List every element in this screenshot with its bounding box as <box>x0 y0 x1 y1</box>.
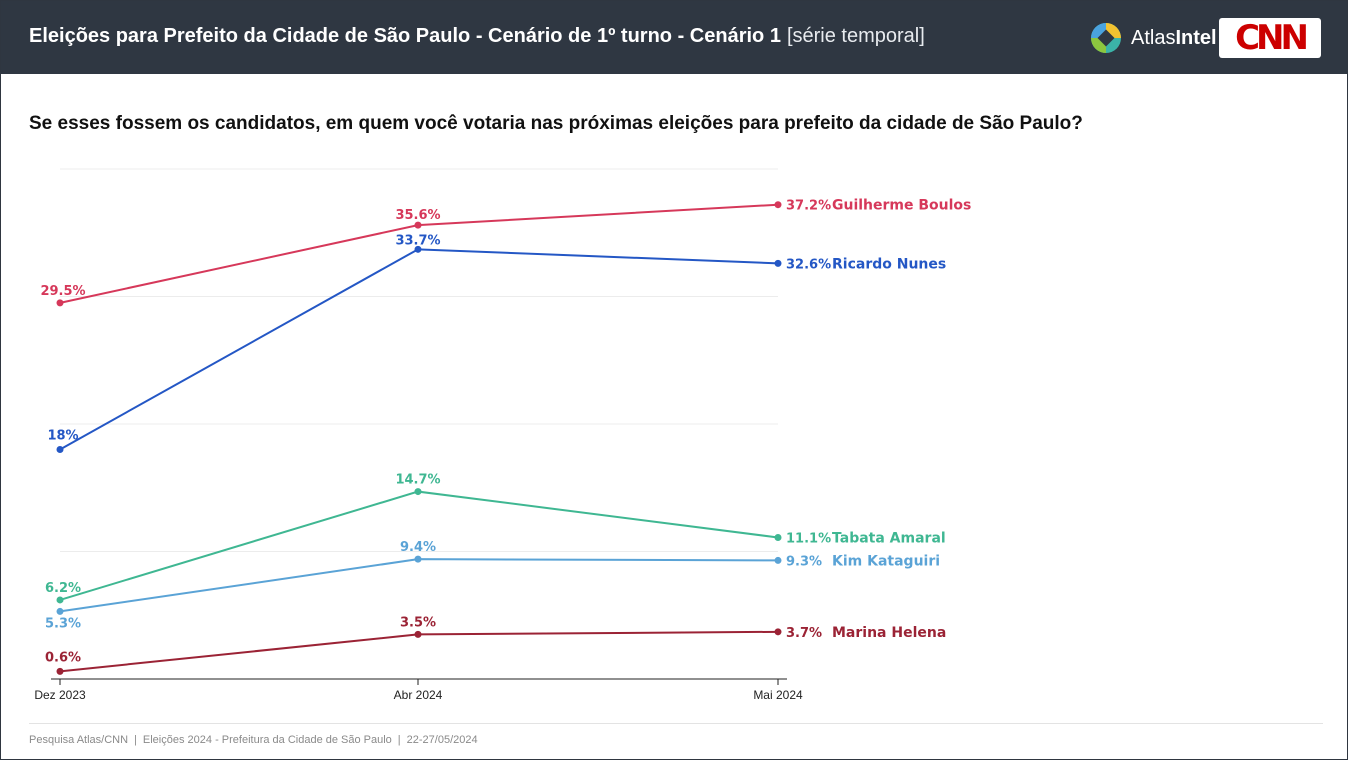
footer-separator: | <box>134 734 137 746</box>
data-label: 18% <box>47 429 78 444</box>
series-name-label: Ricardo Nunes <box>832 256 946 272</box>
footer-separator: | <box>397 734 401 746</box>
data-point <box>56 299 64 307</box>
data-point <box>56 667 64 675</box>
data-point <box>414 630 422 638</box>
data-point <box>56 446 64 453</box>
series-marina-helena: 0.6% 3.5% 3.7% Marina Helena <box>45 615 946 675</box>
data-point <box>414 488 422 496</box>
data-label: 33.7% <box>395 233 440 248</box>
data-point <box>56 607 64 615</box>
data-label: 9.3% <box>786 554 822 569</box>
data-label: 0.6% <box>45 650 81 665</box>
data-label: 5.3% <box>45 616 81 631</box>
data-point <box>414 221 422 229</box>
grid-lines <box>60 168 778 552</box>
data-point <box>774 201 782 209</box>
series-line <box>59 630 779 673</box>
data-label: 3.7% <box>786 626 822 641</box>
series-guilherme-boulos: 29.5% 35.6% 37.2% Guilherme Boulos <box>40 198 971 307</box>
data-label: 32.6% <box>786 257 831 272</box>
footer-source-part: Pesquisa Atlas/CNN <box>29 734 129 746</box>
line-chart: Dez 2023 Abr 2024 Mai 2024 29.5% 35.6% 37.2% G… <box>34 168 971 702</box>
data-label: 9.4% <box>400 540 436 555</box>
data-point <box>56 596 64 604</box>
x-tick-label: Mai 2024 <box>753 688 803 702</box>
footer-source-part: Eleições 2024 - Prefeitura da Cidade de … <box>142 734 392 746</box>
series-name-label: Kim Kataguiri <box>832 553 940 569</box>
data-label: 37.2% <box>786 199 831 214</box>
data-label: 35.6% <box>395 208 440 223</box>
data-label: 3.5% <box>400 615 436 630</box>
survey-question: Se esses fossem os candidatos, em quem v… <box>29 113 1083 134</box>
data-label: 11.1% <box>786 531 831 546</box>
footer-source-part: 22-27/05/2024 <box>406 734 478 746</box>
header-bar: Eleições para Prefeito da Cidade de São … <box>1 1 1347 74</box>
series-name-label: Marina Helena <box>832 625 946 641</box>
data-point <box>414 245 422 253</box>
series-tabata-amaral: 6.2% 14.7% 11.1% Tabata Amaral <box>45 473 946 604</box>
data-point <box>774 556 782 564</box>
data-label: 6.2% <box>45 581 81 596</box>
x-tick-label: Dez 2023 <box>34 688 86 702</box>
data-point <box>414 555 422 563</box>
title-suffix: [série temporal] <box>786 25 925 47</box>
data-point <box>774 628 782 636</box>
series-ricardo-nunes: 18% 33.7% 32.6% Ricardo Nunes <box>47 233 946 453</box>
x-tick-label: Abr 2024 <box>394 688 443 702</box>
series-kim-kataguiri: 5.3% 9.4% 9.3% Kim Kataguiri <box>45 540 940 631</box>
title-text: Eleições para Prefeito da Cidade de São … <box>29 25 781 47</box>
brand-bold: Intel <box>1175 27 1217 49</box>
atlasintel-logo-icon <box>1091 23 1121 53</box>
page-title: Eleições para Prefeito da Cidade de São … <box>29 25 925 48</box>
footer-source: Pesquisa Atlas/CNN | Eleições 2024 - Prefe… <box>29 734 478 746</box>
data-point <box>774 259 782 267</box>
series-name-label: Guilherme Boulos <box>832 198 971 214</box>
brand-light: Atlas <box>1131 27 1176 49</box>
data-label: 14.7% <box>395 473 440 488</box>
footer-divider <box>29 723 1323 724</box>
data-label: 29.5% <box>40 284 85 299</box>
atlasintel-wordmark: AtlasIntel <box>1131 27 1217 50</box>
cnn-logo: CNN <box>1219 18 1321 58</box>
data-point <box>774 533 782 541</box>
series-name-label: Tabata Amaral <box>832 530 946 546</box>
